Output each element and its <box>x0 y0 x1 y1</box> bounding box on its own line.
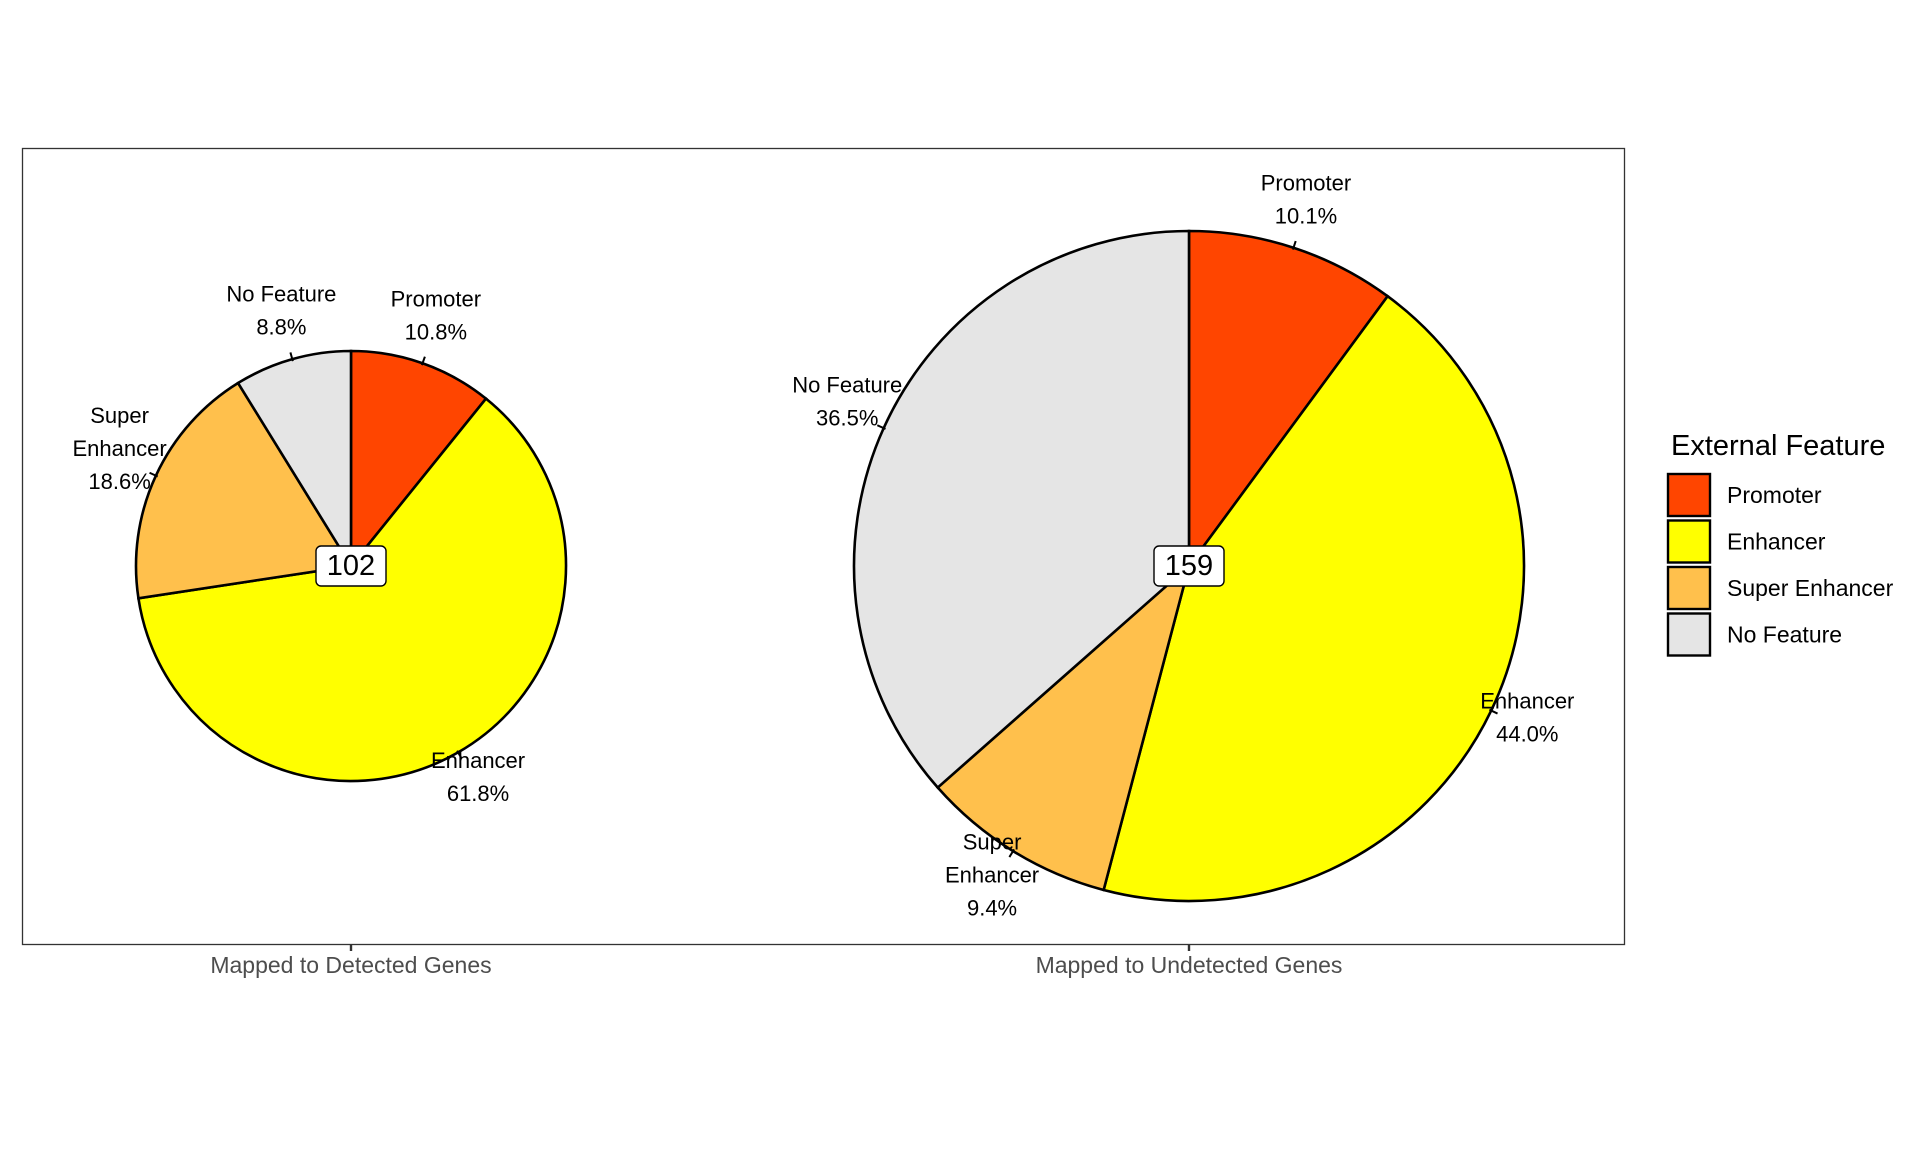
slice-label-enhancer: 61.8% <box>447 781 509 806</box>
slice-label-tick <box>1008 848 1015 858</box>
x-tick-label: Mapped to Detected Genes <box>210 952 491 978</box>
legend: External Feature Promoter Enhancer Super E… <box>1666 430 1894 657</box>
slice-label-promoter: Promoter <box>391 286 481 311</box>
slice-label-super-enhancer: 9.4% <box>967 895 1017 920</box>
slice-label-tick <box>1488 708 1498 715</box>
slice-label-super-enhancer: Enhancer <box>72 436 166 461</box>
pie-panel-1: Promoter 10.8% Enhancer 61.8% Super Enhancer 1… <box>72 281 568 978</box>
legend-key-promoter <box>1666 472 1712 518</box>
slice-label-super-enhancer: 18.6% <box>88 469 150 494</box>
legend-label-no-feature: No Feature <box>1727 622 1842 648</box>
slice-label-enhancer: Enhancer <box>431 748 525 773</box>
slice-label-no-feature: No Feature <box>226 281 336 306</box>
slice-label-super-enhancer: Enhancer <box>945 862 1039 887</box>
legend-key-enhancer <box>1666 519 1712 564</box>
count-label-box <box>315 545 387 587</box>
legend-label-enhancer: Enhancer <box>1727 529 1826 555</box>
slice-label-tick <box>456 750 463 759</box>
count-label-box <box>1153 545 1225 587</box>
slice-label-tick <box>289 352 294 362</box>
slice-label-promoter: Promoter <box>1261 170 1351 195</box>
count-label: 159 <box>1165 550 1213 582</box>
slice-label-super-enhancer: Super <box>90 403 149 428</box>
slice-label-no-feature: No Feature <box>792 372 902 397</box>
slice-label-promoter: 10.8% <box>405 319 467 344</box>
x-tick-label: Mapped to Undetected Genes <box>1036 952 1343 978</box>
slice-label-no-feature: 8.8% <box>256 314 306 339</box>
legend-label-promoter: Promoter <box>1727 482 1822 508</box>
slice-label-tick <box>876 424 886 430</box>
count-label: 102 <box>327 550 375 582</box>
pie-panels: Promoter 10.8% Enhancer 61.8% Super Enhancer 1… <box>72 170 1574 978</box>
legend-label-super-enhancer: Super Enhancer <box>1727 575 1894 601</box>
slice-label-super-enhancer: Super <box>963 829 1022 854</box>
legend-title: External Feature <box>1671 430 1885 462</box>
legend-key-no-feature <box>1666 612 1712 657</box>
slice-label-enhancer: 44.0% <box>1496 722 1558 747</box>
slice-label-tick <box>420 356 426 366</box>
slice-label-tick <box>1291 240 1297 250</box>
panel-frame <box>21 147 1626 946</box>
slice-label-tick <box>149 471 159 478</box>
legend-key-super-enhancer <box>1666 565 1712 611</box>
slice-label-enhancer: Enhancer <box>1480 689 1574 714</box>
slice-label-no-feature: 36.5% <box>816 405 878 430</box>
slice-label-promoter: 10.1% <box>1275 203 1337 228</box>
pie-panel-2: Promoter 10.1% Enhancer 44.0% Super Enhancer 9… <box>792 170 1574 978</box>
